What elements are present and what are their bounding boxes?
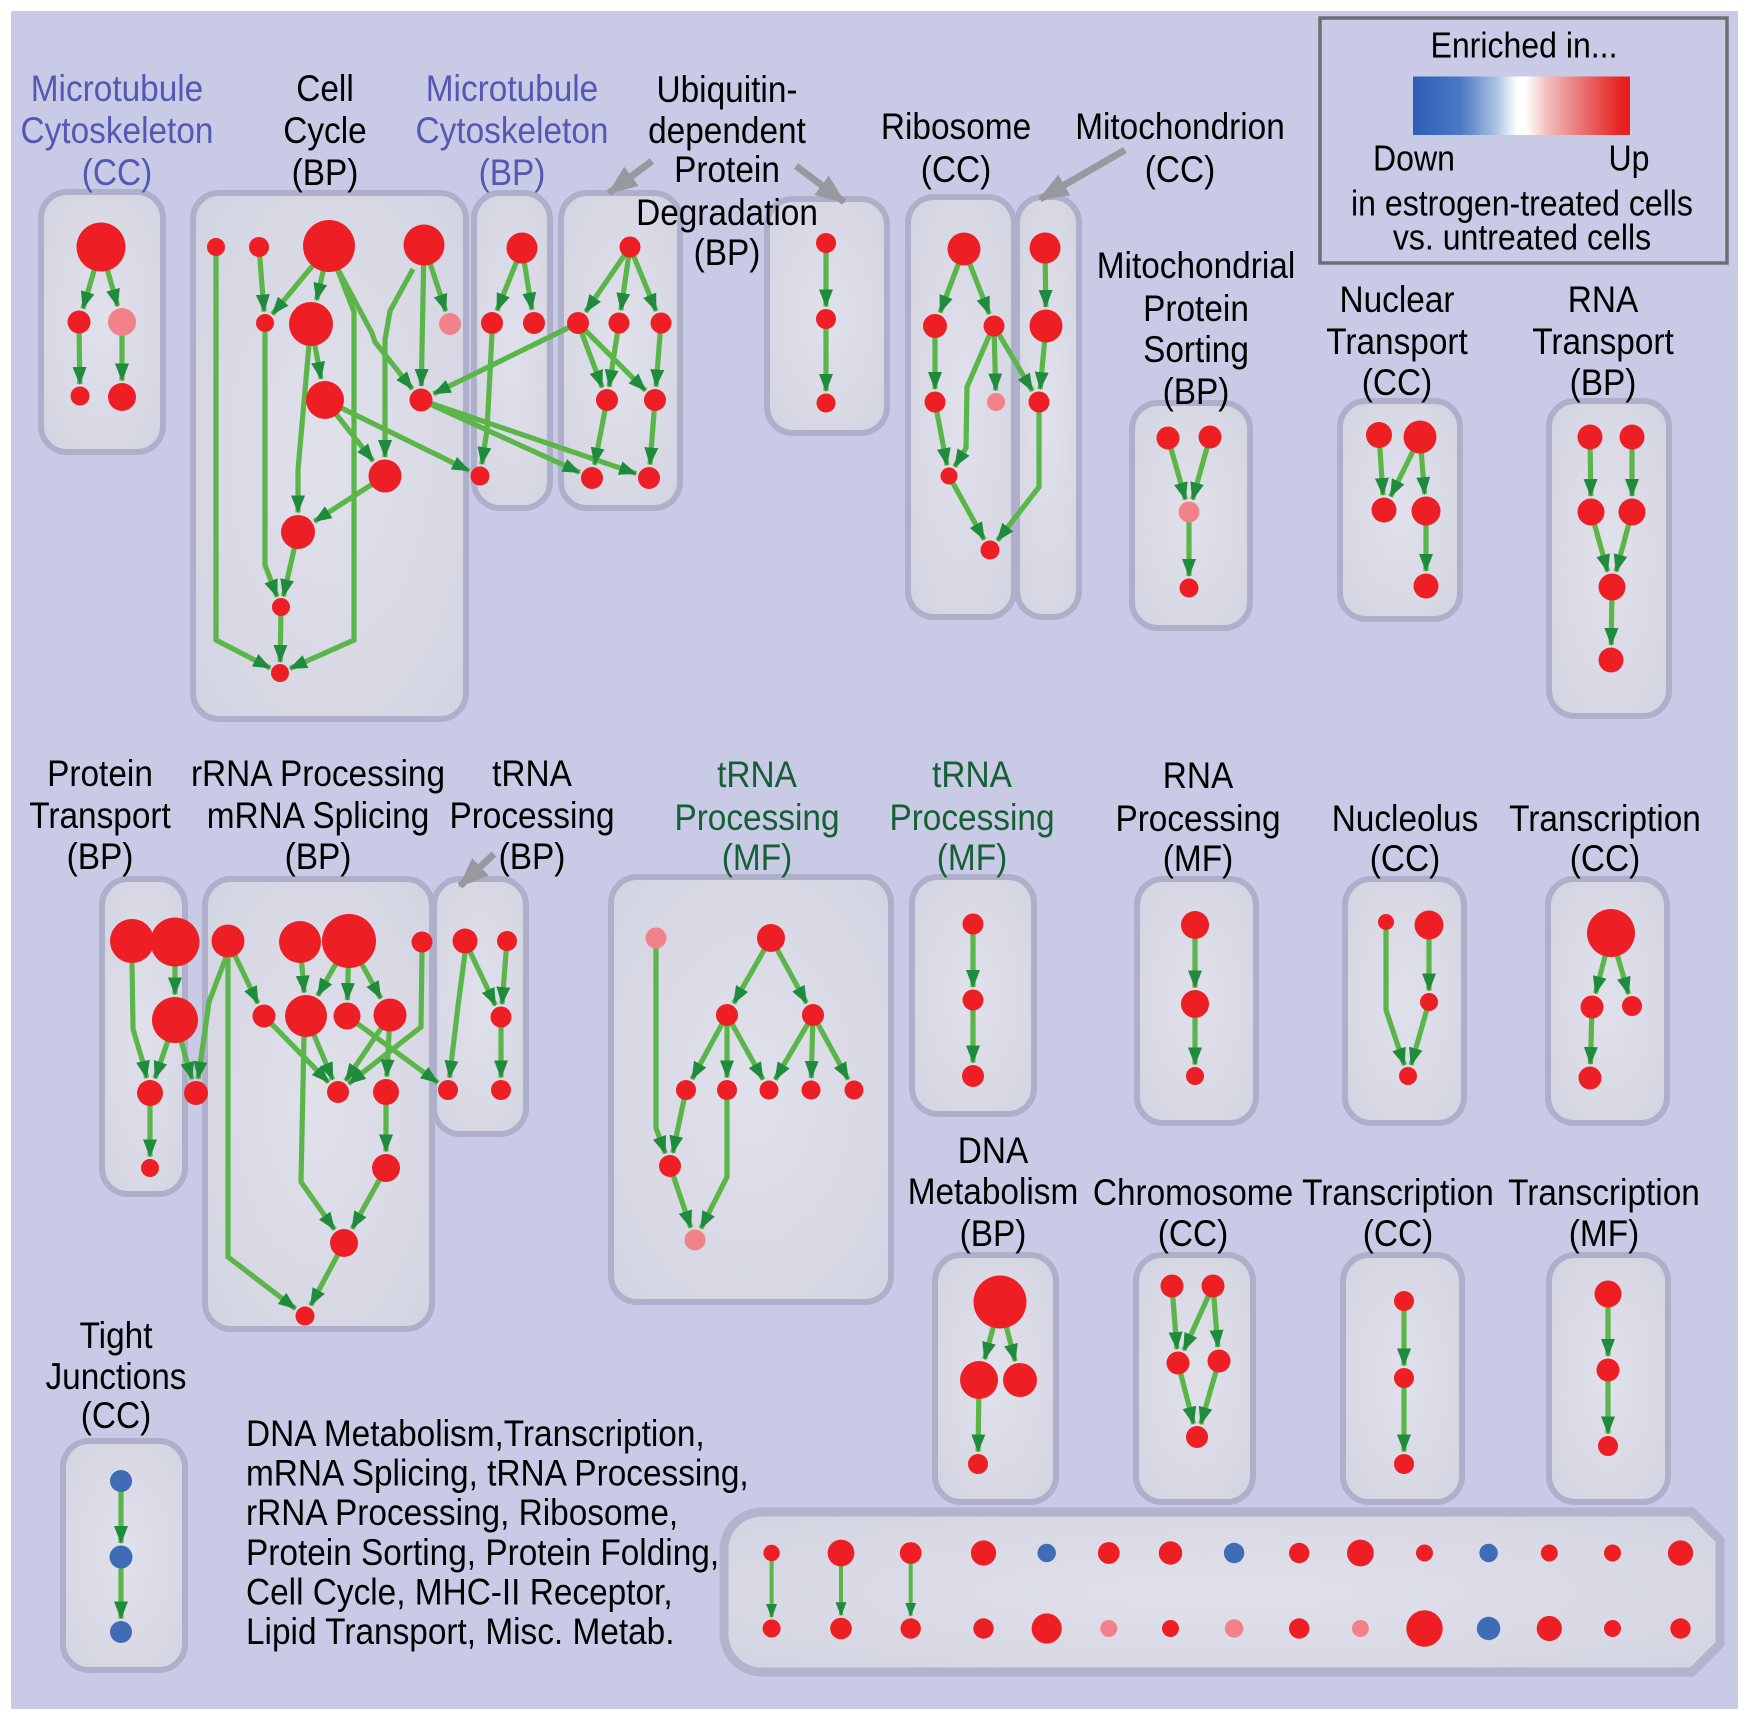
- svg-text:Transcription: Transcription: [1509, 797, 1701, 839]
- svg-text:tRNA: tRNA: [492, 752, 572, 794]
- svg-text:Nuclear: Nuclear: [1340, 278, 1455, 320]
- svg-text:Protein: Protein: [1143, 287, 1249, 329]
- svg-text:(MF): (MF): [1163, 837, 1233, 879]
- svg-text:mRNA Splicing: mRNA Splicing: [207, 794, 430, 836]
- svg-text:(BP): (BP): [67, 835, 134, 877]
- svg-text:Microtubule: Microtubule: [426, 67, 599, 109]
- svg-text:(BP): (BP): [960, 1212, 1027, 1254]
- svg-text:Protein Sorting, Protein Foldi: Protein Sorting, Protein Folding,: [246, 1531, 719, 1573]
- svg-text:Cell: Cell: [296, 67, 354, 109]
- svg-text:Transcription: Transcription: [1302, 1171, 1494, 1213]
- svg-text:(MF): (MF): [722, 836, 792, 878]
- svg-text:Nucleolus: Nucleolus: [1332, 797, 1479, 839]
- svg-text:(CC): (CC): [1145, 148, 1215, 190]
- svg-text:RNA: RNA: [1568, 278, 1639, 320]
- svg-text:DNA: DNA: [958, 1129, 1029, 1171]
- svg-text:(MF): (MF): [937, 836, 1007, 878]
- svg-text:Processing: Processing: [449, 794, 614, 836]
- svg-text:Protein: Protein: [47, 752, 153, 794]
- svg-text:Up: Up: [1609, 138, 1650, 179]
- svg-text:tRNA: tRNA: [932, 753, 1012, 795]
- svg-text:Ubiquitin-: Ubiquitin-: [657, 68, 798, 110]
- svg-text:Degradation: Degradation: [636, 191, 818, 233]
- svg-text:(CC): (CC): [1570, 837, 1640, 879]
- svg-text:(BP): (BP): [285, 835, 352, 877]
- svg-text:Mitochondrial: Mitochondrial: [1097, 244, 1296, 286]
- svg-text:Cycle: Cycle: [283, 109, 367, 151]
- svg-text:Processing: Processing: [889, 796, 1054, 838]
- svg-text:Transport: Transport: [29, 794, 171, 836]
- svg-text:dependent: dependent: [648, 109, 806, 151]
- svg-text:Tight: Tight: [80, 1314, 154, 1356]
- svg-text:in estrogen-treated cells: in estrogen-treated cells: [1351, 183, 1693, 224]
- svg-text:(BP): (BP): [479, 151, 546, 193]
- svg-text:Chromosome: Chromosome: [1093, 1171, 1293, 1213]
- svg-text:Transcription: Transcription: [1508, 1171, 1700, 1213]
- svg-text:Transport: Transport: [1326, 320, 1468, 362]
- svg-text:Microtubule: Microtubule: [31, 67, 204, 109]
- svg-text:(CC): (CC): [921, 148, 991, 190]
- svg-text:(BP): (BP): [1163, 370, 1230, 412]
- svg-text:Lipid Transport, Misc. Metab.: Lipid Transport, Misc. Metab.: [246, 1610, 675, 1652]
- svg-text:Transport: Transport: [1532, 320, 1674, 362]
- svg-text:Sorting: Sorting: [1143, 328, 1249, 370]
- svg-text:(BP): (BP): [694, 231, 761, 273]
- svg-text:Processing: Processing: [1115, 797, 1280, 839]
- svg-text:tRNA: tRNA: [717, 753, 797, 795]
- svg-text:(BP): (BP): [292, 151, 359, 193]
- svg-text:(CC): (CC): [1370, 837, 1440, 879]
- svg-text:(CC): (CC): [1158, 1212, 1228, 1254]
- svg-text:(BP): (BP): [499, 835, 566, 877]
- svg-text:(CC): (CC): [81, 1394, 151, 1436]
- svg-text:(MF): (MF): [1569, 1212, 1639, 1254]
- svg-text:Junctions: Junctions: [46, 1355, 187, 1397]
- svg-text:Cell Cycle, MHC-II Receptor,: Cell Cycle, MHC-II Receptor,: [246, 1570, 673, 1612]
- svg-text:rRNA Processing, Ribosome,: rRNA Processing, Ribosome,: [246, 1491, 678, 1533]
- svg-text:mRNA Splicing, tRNA Processing: mRNA Splicing, tRNA Processing,: [246, 1452, 749, 1494]
- svg-text:Down: Down: [1373, 138, 1455, 179]
- svg-text:Enriched in...: Enriched in...: [1431, 25, 1618, 66]
- svg-text:Cytoskeleton: Cytoskeleton: [21, 109, 214, 151]
- svg-text:(CC): (CC): [82, 151, 152, 193]
- svg-text:DNA Metabolism,Transcription,: DNA Metabolism,Transcription,: [246, 1412, 705, 1454]
- svg-text:vs. untreated cells: vs. untreated cells: [1393, 217, 1651, 258]
- svg-text:Ribosome: Ribosome: [881, 105, 1031, 147]
- svg-text:Mitochondrion: Mitochondrion: [1075, 105, 1285, 147]
- svg-text:(BP): (BP): [1570, 361, 1637, 403]
- svg-text:Cytoskeleton: Cytoskeleton: [416, 109, 609, 151]
- svg-text:rRNA Processing: rRNA Processing: [191, 752, 445, 794]
- svg-text:Processing: Processing: [674, 796, 839, 838]
- svg-text:RNA: RNA: [1163, 754, 1234, 796]
- svg-text:(CC): (CC): [1362, 361, 1432, 403]
- svg-text:Metabolism: Metabolism: [908, 1170, 1079, 1212]
- svg-text:(CC): (CC): [1363, 1212, 1433, 1254]
- svg-text:Protein: Protein: [674, 148, 780, 190]
